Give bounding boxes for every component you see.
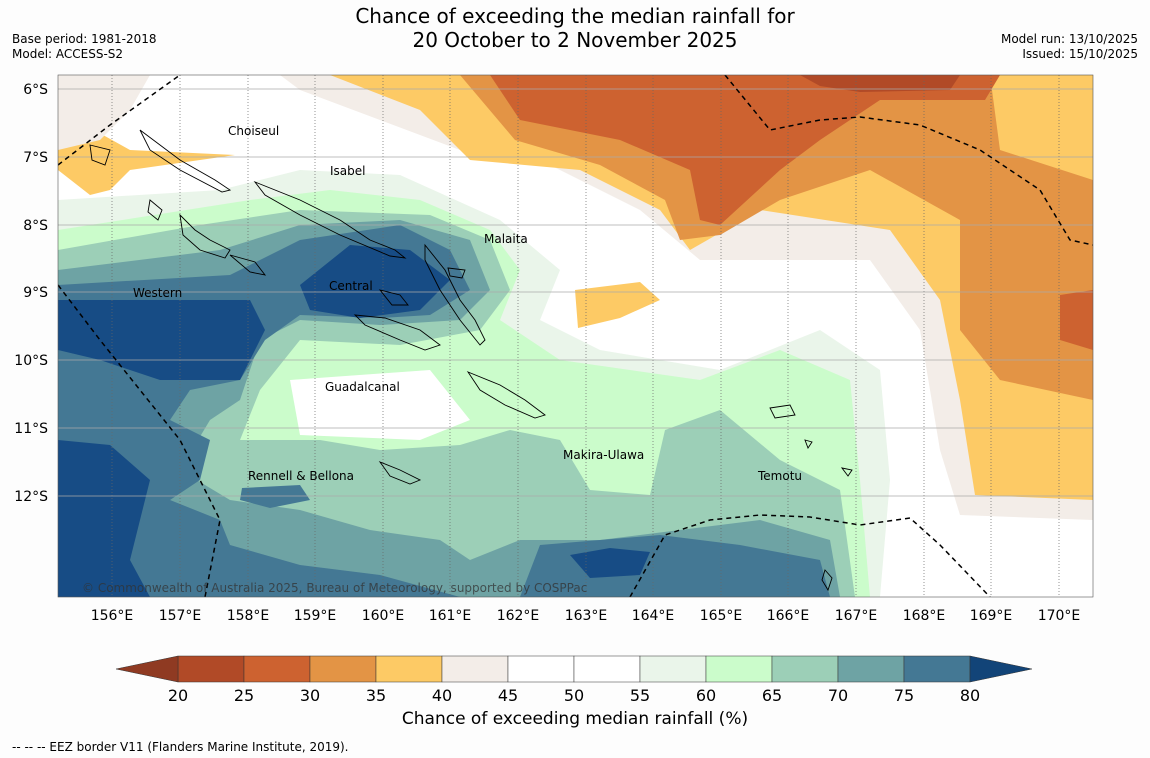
lon-tick: 158°E (227, 608, 270, 624)
colorbar-tick: 70 (828, 686, 848, 705)
colorbar-low-extension (115, 655, 179, 683)
colorbar-segment (375, 655, 443, 683)
colorbar-tick: 55 (630, 686, 650, 705)
colorbar: 20 25 30 35 40 45 50 55 60 65 70 75 80 (115, 655, 1033, 705)
colorbar-segment (573, 655, 641, 683)
latitude-lines (58, 88, 1093, 497)
colorbar-tick: 65 (762, 686, 782, 705)
meta-left: Base period: 1981-2018 Model: ACCESS-S2 (12, 32, 157, 62)
lon-tick: 167°E (835, 608, 878, 624)
lon-tick: 163°E (565, 608, 608, 624)
region-labels: Choiseul Isabel Malaita Western Central … (133, 124, 802, 483)
meta-right: Model run: 13/10/2025 Issued: 15/10/2025 (1001, 32, 1138, 62)
region-label: Isabel (330, 164, 365, 178)
region-label: Malaita (484, 232, 528, 246)
lon-tick: 168°E (903, 608, 946, 624)
lat-tick: 8°S (23, 218, 48, 234)
lon-tick: 162°E (497, 608, 540, 624)
lon-tick: 165°E (700, 608, 743, 624)
colorbar-label: Chance of exceeding median rainfall (%) (401, 709, 749, 729)
region-label: Rennell & Bellona (248, 469, 354, 483)
lat-axis: 6°S 7°S 8°S 9°S 10°S 11°S 12°S (14, 82, 48, 505)
lon-tick: 169°E (970, 608, 1013, 624)
lon-tick: 161°E (429, 608, 472, 624)
colorbar-tick: 30 (300, 686, 320, 705)
colorbar-segment (837, 655, 905, 683)
lon-tick: 164°E (632, 608, 675, 624)
colorbar-segment (309, 655, 377, 683)
model-run: Model run: 13/10/2025 (1000, 32, 1138, 46)
lon-tick: 160°E (362, 608, 405, 624)
colorbar-segment (243, 655, 311, 683)
region-label: Western (133, 286, 182, 300)
colorbar-segment (639, 655, 707, 683)
lat-tick: 11°S (14, 421, 48, 437)
colorbar-segment (507, 655, 575, 683)
lon-axis: 156°E 157°E 158°E 159°E 160°E 161°E 162°… (91, 608, 1081, 624)
map-area (58, 75, 1093, 597)
region-label: Central (329, 279, 373, 293)
lon-tick: 157°E (159, 608, 202, 624)
lat-tick: 12°S (14, 489, 48, 505)
eez-legend-note: -- -- -- EEZ border V11 (Flanders Marine… (12, 740, 349, 754)
region-label: Guadalcanal (325, 380, 400, 394)
colorbar-tick: 40 (432, 686, 452, 705)
lat-tick: 10°S (14, 353, 48, 369)
colorbar-tick: 75 (894, 686, 914, 705)
lon-tick: 170°E (1038, 608, 1081, 624)
colorbar-tick: 35 (366, 686, 386, 705)
eez-border (58, 75, 1093, 597)
colorbar-tick: 45 (498, 686, 518, 705)
colorbar-tick: 25 (234, 686, 254, 705)
base-period: Base period: 1981-2018 (12, 32, 157, 46)
colorbar-segment (441, 655, 509, 683)
region-label: Makira-Ulawa (563, 448, 644, 462)
model-name: Model: ACCESS-S2 (12, 47, 124, 61)
region-label: Temotu (757, 469, 802, 483)
gridlines (111, 75, 1060, 597)
colorbar-tick: 50 (564, 686, 584, 705)
title-line-1: Chance of exceeding the median rainfall … (355, 4, 795, 28)
colorbar-tick: 20 (168, 686, 188, 705)
colorbar-high-extension (969, 655, 1033, 683)
colorbar-segment (771, 655, 839, 683)
colorbar-segment (705, 655, 773, 683)
lat-tick: 6°S (23, 82, 48, 98)
lon-tick: 156°E (91, 608, 134, 624)
islands (89, 129, 853, 592)
colorbar-segment (177, 655, 245, 683)
copyright-text: © Commonwealth of Australia 2025, Bureau… (82, 581, 587, 595)
colorbar-tick: 60 (696, 686, 716, 705)
colorbar-segment (903, 655, 971, 683)
region-label: Choiseul (228, 124, 279, 138)
colorbar-tick: 80 (960, 686, 980, 705)
issued-date: Issued: 15/10/2025 (1022, 47, 1138, 61)
chart-title: Chance of exceeding the median rainfall … (0, 4, 1150, 52)
lon-tick: 159°E (294, 608, 337, 624)
lat-tick: 7°S (23, 150, 48, 166)
title-line-2: 20 October to 2 November 2025 (412, 28, 738, 52)
lon-tick: 166°E (767, 608, 810, 624)
lat-tick: 9°S (23, 285, 48, 301)
